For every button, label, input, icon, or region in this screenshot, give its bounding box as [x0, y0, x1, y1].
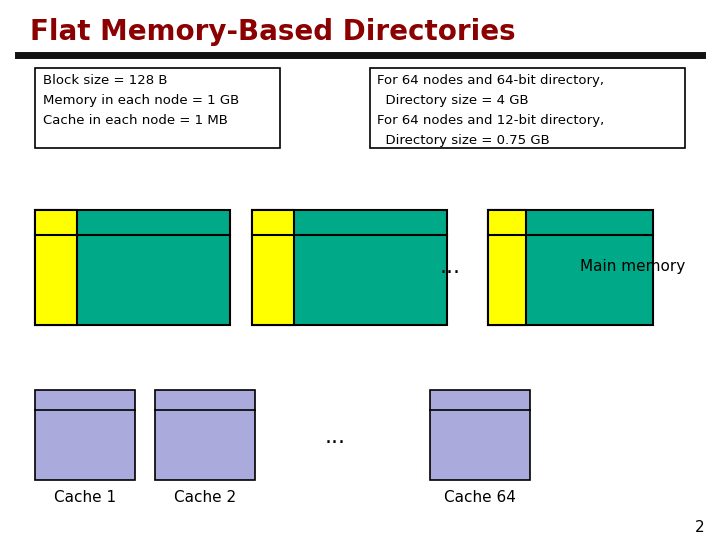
Bar	[35, 210, 230, 325]
Bar	[488, 210, 653, 325]
Bar	[488, 210, 526, 325]
Text: Cache 2: Cache 2	[174, 490, 236, 505]
Text: Block size = 128 B
Memory in each node = 1 GB
Cache in each node = 1 MB: Block size = 128 B Memory in each node =…	[43, 74, 239, 127]
Bar	[35, 390, 135, 480]
Bar	[370, 68, 685, 148]
Bar	[252, 210, 447, 325]
Text: Flat Memory-Based Directories: Flat Memory-Based Directories	[30, 18, 516, 46]
Text: Main memory: Main memory	[580, 260, 685, 274]
Bar	[155, 390, 255, 480]
Text: Cache 1: Cache 1	[54, 490, 116, 505]
Text: ...: ...	[439, 257, 461, 277]
Text: ...: ...	[325, 427, 346, 447]
Text: For 64 nodes and 64-bit directory,
  Directory size = 4 GB
For 64 nodes and 12-b: For 64 nodes and 64-bit directory, Direc…	[377, 74, 604, 147]
Text: Cache 64: Cache 64	[444, 490, 516, 505]
Bar	[35, 210, 77, 325]
Bar	[252, 210, 294, 325]
Bar	[430, 390, 530, 480]
Bar	[35, 68, 280, 148]
Text: 2: 2	[696, 521, 705, 536]
